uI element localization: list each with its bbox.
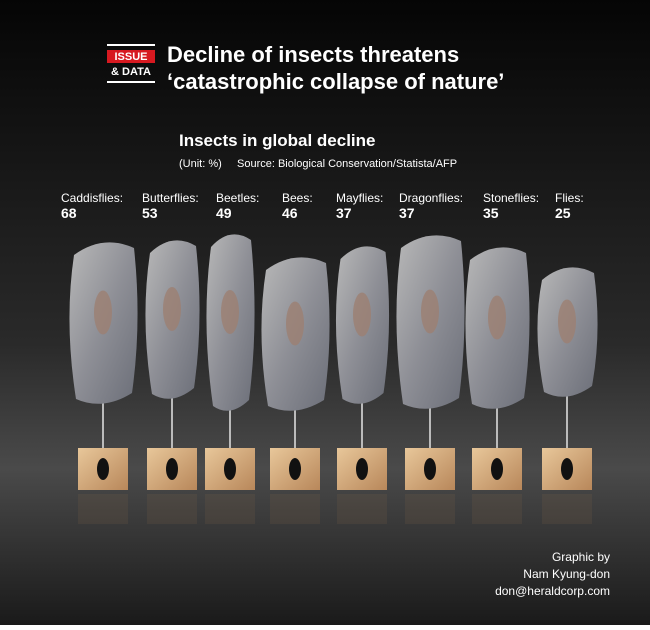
credit: Graphic by xyxy=(552,550,610,564)
insect-icon xyxy=(166,458,178,480)
chart-title: Insects in global decline xyxy=(179,131,376,150)
fossil-imprint xyxy=(558,299,576,344)
fossil-imprint xyxy=(488,295,506,340)
title: Decline of insects threatens xyxy=(167,42,459,67)
reflection xyxy=(147,494,197,524)
credit: don@heraldcorp.com xyxy=(495,584,610,598)
insect-icon xyxy=(561,458,573,480)
badge-rule xyxy=(107,81,155,83)
fossil-imprint xyxy=(421,289,439,334)
title: ‘catastrophic collapse of nature’ xyxy=(167,69,504,94)
item-value: 35 xyxy=(483,205,499,221)
insect-icon xyxy=(424,458,436,480)
item-label: Beetles: xyxy=(216,191,259,205)
reflection xyxy=(205,494,255,524)
items: Caddisflies:68 Butterflies:53 Beetles:49 Be… xyxy=(61,191,598,524)
item-value: 37 xyxy=(399,205,415,221)
reflection xyxy=(78,494,128,524)
insect-icon xyxy=(356,458,368,480)
item-value: 37 xyxy=(336,205,352,221)
insect-icon xyxy=(97,458,109,480)
item-label: Stoneflies: xyxy=(483,191,539,205)
badge-text: ISSUE xyxy=(114,51,147,63)
badge-box xyxy=(107,50,155,63)
item-value: 53 xyxy=(142,205,158,221)
fossil-imprint xyxy=(353,292,371,337)
item-label: Butterflies: xyxy=(142,191,199,205)
item-value: 49 xyxy=(216,205,232,221)
item-label: Dragonflies: xyxy=(399,191,463,205)
credit: Nam Kyung-don xyxy=(523,567,610,581)
badge-rule xyxy=(107,44,155,46)
fossil-imprint xyxy=(286,301,304,346)
insect-icon xyxy=(224,458,236,480)
item-value: 68 xyxy=(61,205,77,221)
reflection xyxy=(405,494,455,524)
reflection xyxy=(472,494,522,524)
reflection xyxy=(542,494,592,524)
unit: (Unit: %) xyxy=(179,158,222,170)
source: Source: Biological Conservation/Statista… xyxy=(237,158,457,170)
fossil-imprint xyxy=(94,290,112,335)
reflection xyxy=(337,494,387,524)
fossil-imprint xyxy=(221,290,239,334)
insect-icon xyxy=(289,458,301,480)
item-label: Caddisflies: xyxy=(61,191,123,205)
reflection xyxy=(270,494,320,524)
item-label: Bees: xyxy=(282,191,313,205)
item-label: Flies: xyxy=(555,191,584,205)
insect-icon xyxy=(491,458,503,480)
item-label: Mayflies: xyxy=(336,191,383,205)
item-value: 25 xyxy=(555,205,571,221)
fossil-imprint xyxy=(163,287,181,331)
item-value: 46 xyxy=(282,205,298,221)
badge-text: & DATA xyxy=(111,66,151,78)
